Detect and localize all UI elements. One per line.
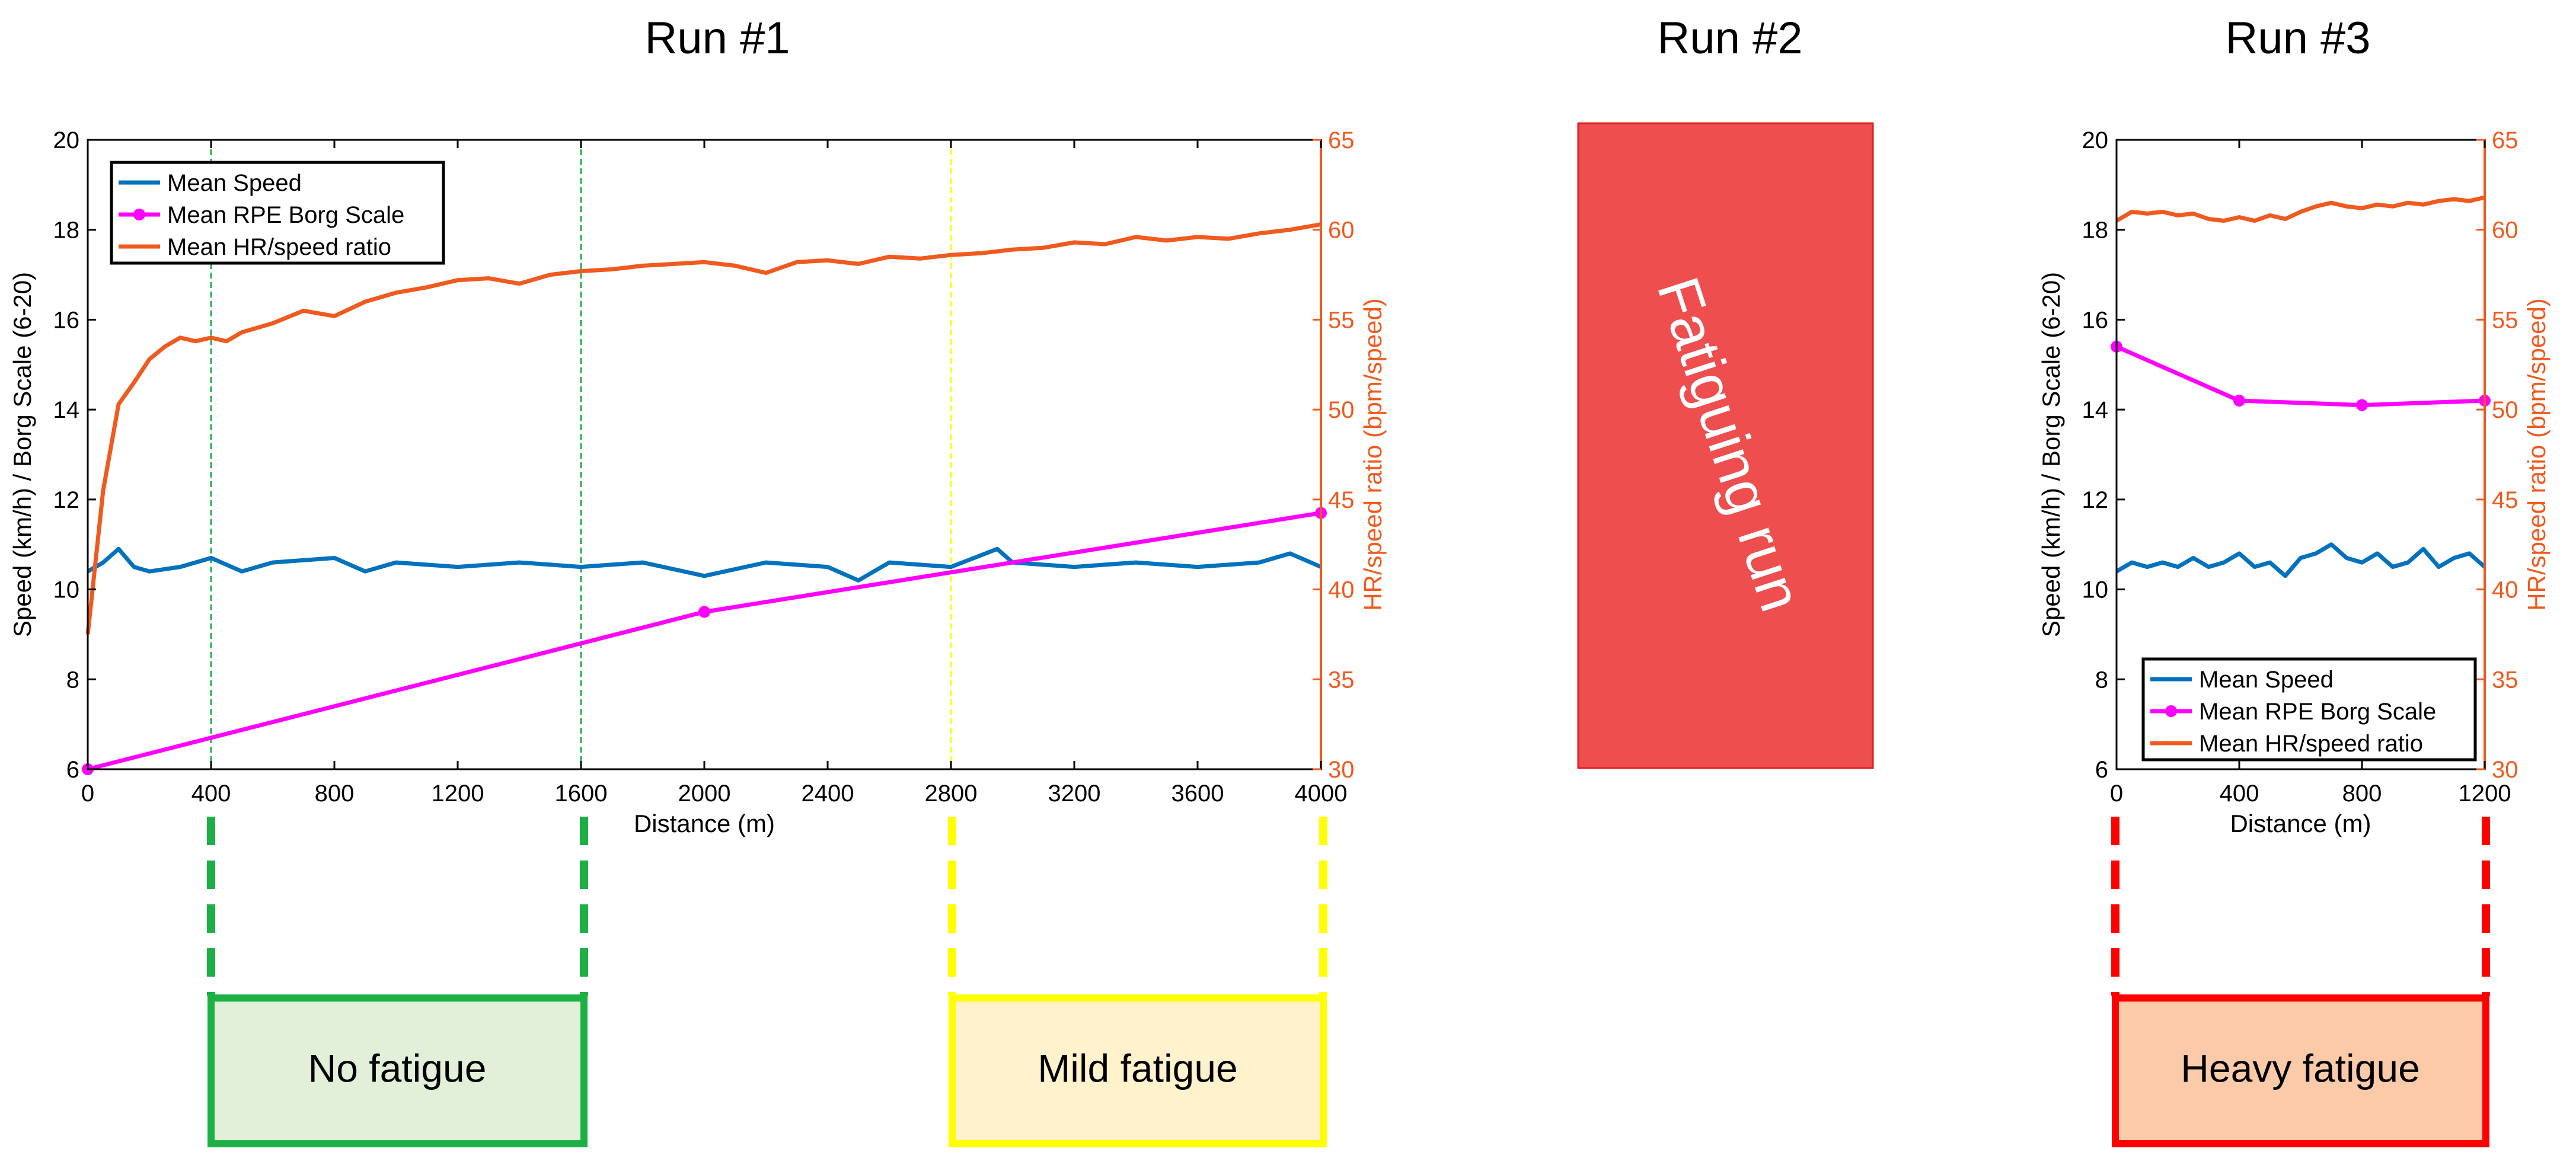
run3-ytick-label: 6 bbox=[2095, 757, 2108, 783]
run3-xtick-label: 0 bbox=[2110, 780, 2123, 807]
run1-ytick-right-label: 30 bbox=[1328, 757, 1355, 783]
run1-legend-marker-1 bbox=[133, 209, 145, 220]
run1-ytick-right-label: 35 bbox=[1328, 667, 1355, 693]
run3-ytick-label: 8 bbox=[2095, 667, 2108, 693]
run1-xtick-label: 1600 bbox=[555, 780, 608, 807]
run1-ytick-right-label: 55 bbox=[1328, 307, 1355, 333]
run1-xtick-label: 800 bbox=[315, 780, 355, 807]
run3-xtick-label: 800 bbox=[2342, 780, 2382, 807]
run1-ylabel: Speed (km/h) / Borg Scale (6-20) bbox=[8, 272, 36, 637]
run1-xtick-label: 2400 bbox=[802, 780, 854, 807]
run3-series-1-point bbox=[2356, 399, 2368, 411]
run1-series-1-point bbox=[698, 606, 710, 618]
run1-ytick-label: 14 bbox=[53, 397, 80, 423]
fatigue-zones: No fatigue Mild fatigue Heavy fatigue bbox=[207, 817, 2490, 1147]
run3-title: Run #3 bbox=[2225, 13, 2370, 63]
run1-ytick-right-label: 50 bbox=[1328, 397, 1355, 423]
run1-legend-label-0: Mean Speed bbox=[167, 170, 302, 196]
run3-ytick-right-label: 40 bbox=[2492, 577, 2518, 603]
run1-ytick-right-label: 60 bbox=[1328, 217, 1355, 244]
run3-ytick-right-label: 65 bbox=[2492, 127, 2518, 153]
run3-legend-label-1: Mean RPE Borg Scale bbox=[2199, 699, 2436, 725]
run1-xtick-label: 3200 bbox=[1048, 780, 1101, 807]
run1-ytick-right-label: 45 bbox=[1328, 487, 1355, 513]
run1-ytick-label: 16 bbox=[53, 307, 80, 333]
run1-xtick-label: 1200 bbox=[432, 780, 484, 807]
run3-ytick-right-label: 50 bbox=[2492, 397, 2518, 423]
run1-title: Run #1 bbox=[644, 13, 790, 63]
run3-xlabel: Distance (m) bbox=[2230, 810, 2371, 837]
run3-ytick-label: 12 bbox=[2082, 487, 2109, 513]
run1-xtick-label: 2800 bbox=[925, 780, 978, 807]
run1-ytick-label: 10 bbox=[53, 577, 80, 603]
run3-xtick-label: 1200 bbox=[2459, 780, 2511, 807]
chart-run3: 0 400 800 1200 6 8 10 12 14 16 18 20 30 35 40 45 50 55 60 6… bbox=[2037, 127, 2551, 837]
run3-ytick-right-label: 35 bbox=[2492, 667, 2518, 693]
run1-series-2-line bbox=[85, 222, 1321, 635]
fatiguing-run-block: Fatiguing run bbox=[1577, 122, 1874, 769]
run1-xtick-label: 0 bbox=[81, 780, 94, 807]
run1-xtick-label: 4000 bbox=[1295, 780, 1348, 807]
run1-xlabel: Distance (m) bbox=[634, 810, 775, 837]
heavy-fatigue-box bbox=[2112, 994, 2489, 1147]
run3-ytick-label: 20 bbox=[2082, 127, 2109, 153]
run2-title: Run #2 bbox=[1657, 13, 1802, 63]
chart-run1: 0 400 800 1200 1600 2000 2400 2800 3200 3600 4000 6… bbox=[8, 127, 1387, 837]
heavy-fatigue-label: Heavy fatigue bbox=[2181, 1046, 2420, 1090]
run3-ytick-label: 16 bbox=[2082, 307, 2109, 333]
run3-ytick-label: 10 bbox=[2082, 577, 2109, 603]
run1-series-1-line bbox=[87, 511, 1321, 772]
run3-series-2-line bbox=[2115, 195, 2485, 223]
run1-xtick-label: 400 bbox=[191, 780, 231, 807]
run1-legend-label-2: Mean HR/speed ratio bbox=[167, 234, 391, 260]
run3-ytick-right-label: 45 bbox=[2492, 487, 2518, 513]
run3-series-1-line bbox=[2115, 344, 2485, 408]
run1-ytick-right-label: 40 bbox=[1328, 577, 1355, 603]
mild-fatigue-box bbox=[949, 994, 1327, 1147]
run3-ytick-right-label: 30 bbox=[2492, 757, 2518, 783]
run1-legend-box bbox=[110, 161, 445, 265]
run3-xtick-label: 400 bbox=[2220, 780, 2259, 807]
run1-series-0-line bbox=[87, 546, 1322, 583]
run1-ytick-label: 12 bbox=[53, 487, 80, 513]
mild-fatigue-label: Mild fatigue bbox=[1038, 1046, 1238, 1090]
run1-ytick-label: 18 bbox=[53, 217, 80, 244]
run3-ylabel-right: HR/speed ratio (bpm/speed) bbox=[2523, 298, 2551, 611]
run3-ytick-right-label: 60 bbox=[2492, 217, 2518, 244]
run3-series-0-line bbox=[2115, 542, 2486, 578]
run1-ytick-label: 8 bbox=[66, 667, 79, 693]
run1-ytick-label: 20 bbox=[53, 127, 80, 153]
run3-legend-label-2: Mean HR/speed ratio bbox=[2199, 731, 2423, 757]
run1-ylabel-right: HR/speed ratio (bpm/speed) bbox=[1359, 298, 1387, 611]
run1-ytick-label: 6 bbox=[66, 757, 79, 783]
fatiguing-run-rect bbox=[1577, 122, 1874, 769]
run1-xtick-label: 2000 bbox=[678, 780, 731, 807]
no-fatigue-box bbox=[208, 994, 588, 1147]
run1-legend-label-1: Mean RPE Borg Scale bbox=[167, 202, 404, 228]
run3-legend-marker-1 bbox=[2165, 705, 2177, 717]
run3-legend-label-0: Mean Speed bbox=[2199, 667, 2334, 693]
no-fatigue-label: No fatigue bbox=[308, 1046, 487, 1090]
run3-legend-box bbox=[2141, 657, 2477, 762]
run1-ytick-right-label: 65 bbox=[1328, 127, 1355, 153]
run3-series-1-point bbox=[2233, 394, 2245, 407]
run3-ytick-right-label: 55 bbox=[2492, 307, 2518, 333]
run3-ytick-label: 18 bbox=[2082, 217, 2109, 244]
run3-ytick-label: 14 bbox=[2082, 397, 2109, 423]
run3-ylabel: Speed (km/h) / Borg Scale (6-20) bbox=[2037, 272, 2065, 637]
run1-xtick-label: 3600 bbox=[1172, 780, 1224, 807]
